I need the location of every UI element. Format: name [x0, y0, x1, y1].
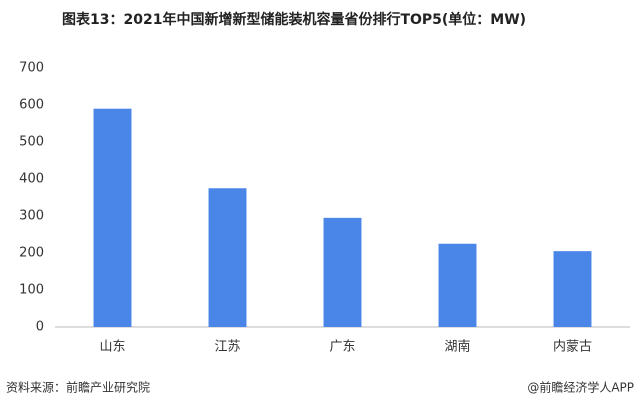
- x-tick-label: 江苏: [214, 339, 240, 355]
- x-tick-label: 山东: [99, 340, 125, 355]
- x-tick-label: 广东: [329, 340, 355, 355]
- bar: [323, 217, 362, 327]
- bar: [438, 243, 477, 327]
- bar: [93, 108, 132, 327]
- x-tick-label: 湖南: [444, 339, 470, 355]
- y-tick-label: 0: [36, 320, 44, 335]
- y-tick-label: 200: [19, 246, 44, 261]
- y-tick-label: 400: [19, 172, 44, 187]
- y-tick-label: 600: [19, 98, 44, 113]
- y-tick-label: 500: [19, 135, 44, 150]
- x-tick-label: 内蒙古: [553, 339, 592, 355]
- bar: [208, 188, 247, 327]
- chart-title: 图表13：2021年中国新增新型储能装机容量省份排行TOP5(单位：MW): [62, 11, 526, 28]
- y-tick-label: 100: [19, 283, 44, 298]
- y-tick-label: 300: [19, 209, 44, 224]
- bar: [553, 251, 592, 327]
- y-tick-label: 700: [19, 61, 44, 76]
- credit: @前瞻经济学人APP: [527, 380, 634, 395]
- source: 资料来源：前瞻产业研究院: [6, 380, 150, 395]
